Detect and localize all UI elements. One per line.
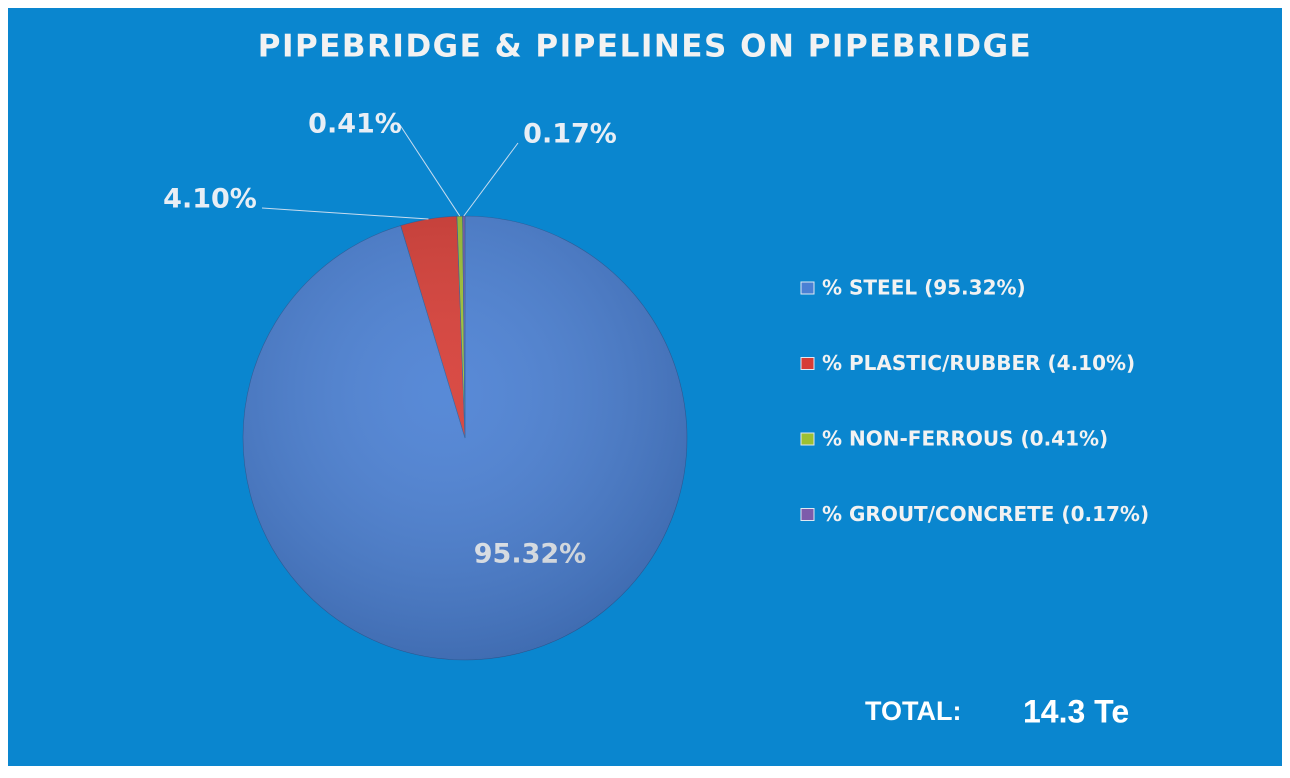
data-label: 0.17%	[523, 119, 617, 150]
total-value: 14.3 Te	[1023, 693, 1129, 729]
legend-label: % NON-FERROUS (0.41%)	[822, 427, 1108, 451]
leader-line	[399, 124, 461, 217]
legend-marker	[800, 508, 815, 521]
legend-marker	[800, 281, 815, 295]
total-label: TOTAL:	[865, 696, 961, 726]
leader-line	[463, 142, 519, 217]
data-label: 95.32%	[474, 539, 586, 570]
data-label: 4.10%	[163, 184, 257, 215]
legend-label: % GROUT/CONCRETE (0.17%)	[822, 502, 1149, 526]
chart-title: PIPEBRIDGE & PIPELINES ON PIPEBRIDGE	[258, 29, 1032, 65]
legend-label: % STEEL (95.32%)	[822, 276, 1026, 300]
legend-marker	[800, 357, 815, 370]
data-label: 0.41%	[308, 109, 402, 140]
legend-label: % PLASTIC/RUBBER (4.10%)	[822, 351, 1135, 375]
legend-marker	[800, 432, 815, 446]
